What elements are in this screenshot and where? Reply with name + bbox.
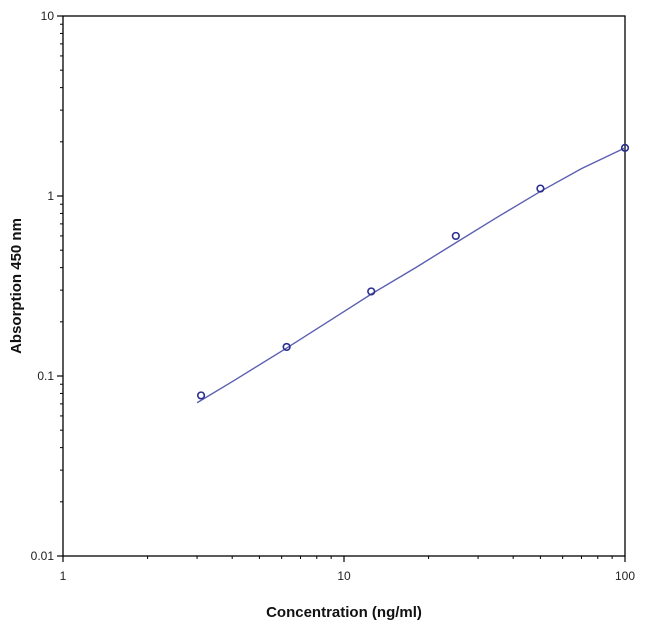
data-point bbox=[620, 143, 630, 153]
axes-layer bbox=[62, 15, 626, 557]
y-tick-label: 0.01 bbox=[31, 549, 55, 563]
x-tick-label: 100 bbox=[615, 569, 635, 583]
data-point bbox=[196, 391, 206, 400]
data-point bbox=[536, 184, 545, 193]
plot-frame bbox=[62, 15, 626, 557]
data-point bbox=[282, 342, 291, 352]
x-tick-label: 10 bbox=[337, 569, 351, 583]
ticks-layer: 1 10 100 0.01 0.1 1 10 bbox=[31, 9, 636, 583]
data-point bbox=[451, 231, 460, 241]
x-axis-title: Concentration (ng/ml) bbox=[266, 604, 422, 621]
y-tick-label: 1 bbox=[47, 189, 54, 203]
y-tick-label: 10 bbox=[41, 9, 55, 23]
y-axis-title: Absorption 450 nm bbox=[8, 218, 25, 354]
fit-curve-layer bbox=[196, 147, 626, 404]
data-points-layer bbox=[196, 143, 630, 400]
y-tick-label: 0.1 bbox=[37, 369, 54, 383]
x-tick-label: 1 bbox=[60, 569, 67, 583]
fit-curve-line bbox=[196, 147, 626, 404]
data-point bbox=[367, 287, 376, 296]
